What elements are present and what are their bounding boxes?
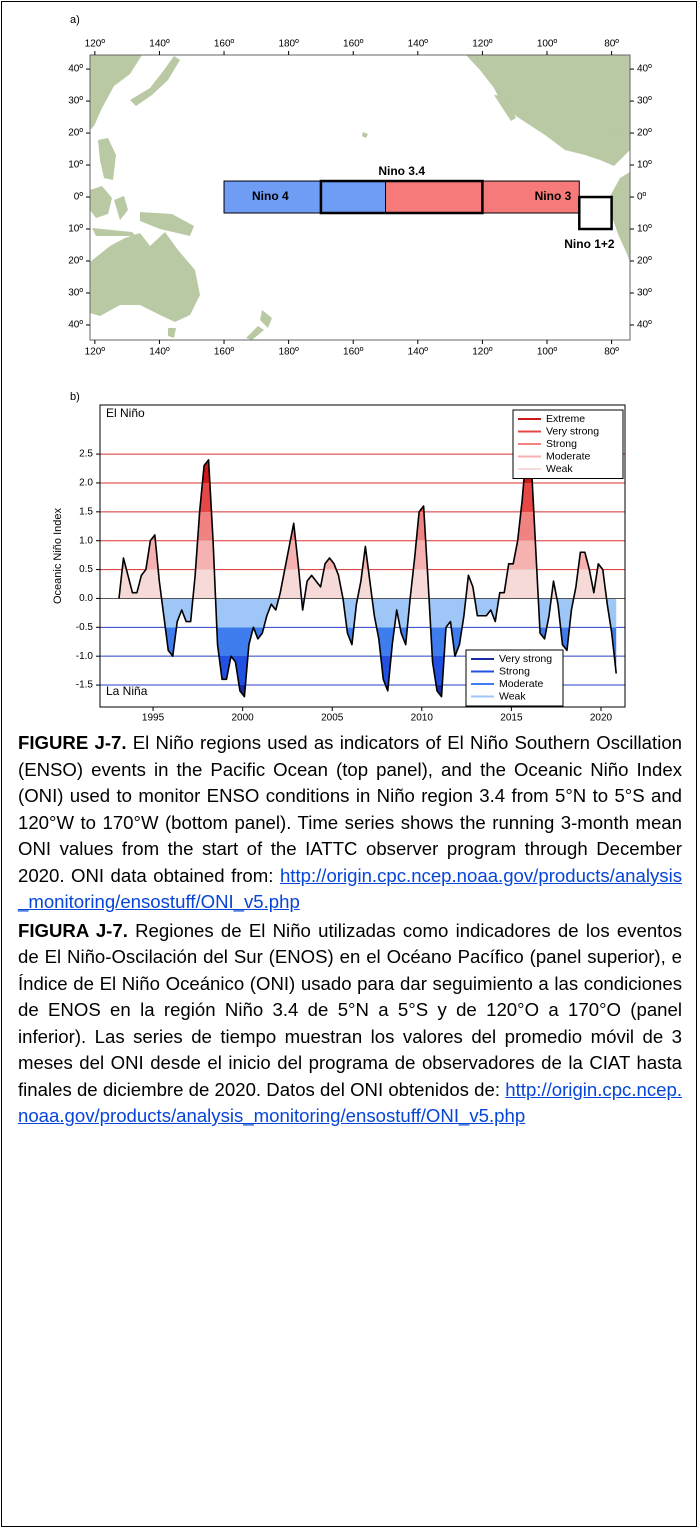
x-tick-label: 140º — [149, 347, 170, 358]
x-tick-label: 120º — [85, 347, 106, 358]
x-tick-label: 180º — [278, 39, 299, 50]
y-tick-label: 0.0 — [79, 593, 93, 604]
legend-label: Strong — [499, 665, 530, 677]
caption: FIGURE J-7. El Niño regions used as indi… — [18, 730, 682, 1132]
region-label: Nino 1+2 — [564, 237, 615, 251]
x-tick-label: 160º — [343, 39, 364, 50]
x-tick-label: 160º — [343, 347, 364, 358]
x-tick-label: 120º — [472, 347, 493, 358]
y-tick-label: 30º — [68, 288, 83, 299]
x-tick-label: 120º — [85, 39, 106, 50]
land — [90, 55, 630, 340]
oni-line — [118, 447, 618, 698]
caption-text: Regiones de El Niño utilizadas como indi… — [18, 919, 682, 1100]
y-tick-label: 40º — [68, 64, 83, 75]
x-tick-label: 1995 — [142, 713, 165, 724]
caption-text: El Niño regions used as indicators of El… — [18, 732, 683, 886]
y-tick-label: -1.5 — [76, 680, 94, 691]
x-tick-label: 140º — [408, 347, 429, 358]
x-tick-label: 140º — [408, 39, 429, 50]
y-tick-label: 10º — [637, 160, 652, 171]
legend-label: Moderate — [546, 450, 591, 462]
x-tick-label: 2000 — [232, 713, 255, 724]
legend-label: Weak — [499, 690, 526, 702]
caption-en: FIGURE J-7. El Niño regions used as indi… — [18, 730, 682, 916]
oni-area — [118, 448, 617, 697]
legend-label: Moderate — [499, 678, 544, 690]
x-tick-label: 160º — [214, 39, 235, 50]
x-tick-label: 180º — [278, 347, 299, 358]
y-tick-label: 20º — [637, 128, 652, 139]
x-tick-label: 160º — [214, 347, 235, 358]
annotation: La Niña — [106, 684, 148, 698]
y-tick-label: 40º — [637, 64, 652, 75]
x-tick-label: 140º — [149, 39, 170, 50]
y-tick-label: 30º — [637, 288, 652, 299]
y-tick-label: 40º — [68, 320, 83, 331]
y-tick-label: 1.5 — [79, 506, 93, 517]
y-tick-label: 30º — [68, 96, 83, 107]
y-tick-label: 10º — [68, 160, 83, 171]
figure: a) b) El Niño La Niña Oceanic Niño Index… — [52, 14, 652, 724]
x-tick-label: 2005 — [321, 713, 344, 724]
y-tick-label: 2.0 — [79, 478, 93, 489]
x-tick-label: 100º — [537, 347, 558, 358]
legend-label: Weak — [546, 463, 573, 475]
nino-region — [223, 180, 387, 214]
x-tick-label: 120º — [472, 39, 493, 50]
y-tick-label: 0º — [637, 192, 647, 203]
y-axis-label: Oceanic Niño Index — [52, 508, 64, 604]
region-label: Nino 4 — [252, 189, 289, 203]
legend-label: Very strong — [546, 425, 599, 437]
x-tick-label: 2015 — [500, 713, 523, 724]
panel-label: b) — [70, 391, 80, 403]
x-tick-label: 80º — [604, 39, 619, 50]
region-label: Nino 3.4 — [378, 164, 425, 178]
annotation: El Niño — [106, 406, 145, 420]
caption-link[interactable]: http://origin.cpc.ncep.noaa.gov/products… — [18, 1078, 683, 1127]
legend-label: Strong — [546, 438, 577, 450]
y-tick-label: -1.0 — [76, 651, 94, 662]
y-tick-label: 20º — [637, 256, 652, 267]
nino-region — [319, 179, 484, 215]
caption-label: FIGURA J-7. — [18, 919, 128, 941]
x-tick-label: 80º — [604, 347, 619, 358]
y-tick-label: 0º — [74, 192, 84, 203]
y-tick-label: 30º — [637, 96, 652, 107]
y-tick-label: 1.0 — [79, 535, 93, 546]
y-tick-label: 10º — [68, 224, 83, 235]
y-tick-label: 20º — [68, 256, 83, 267]
nino-region — [578, 195, 613, 231]
y-tick-label: 20º — [68, 128, 83, 139]
panel-label: a) — [70, 14, 80, 26]
x-tick-label: 2010 — [411, 713, 434, 724]
x-tick-label: 100º — [537, 39, 558, 50]
x-tick-label: 2020 — [590, 713, 613, 724]
caption-label: FIGURE J-7. — [18, 732, 127, 753]
legend-label: Extreme — [546, 413, 585, 425]
region-label: Nino 3 — [535, 189, 572, 203]
y-tick-label: 10º — [637, 224, 652, 235]
caption-es: FIGURA J-7. Regiones de El Niño utilizad… — [18, 918, 682, 1130]
legend-label: Very strong — [499, 653, 552, 665]
plot-frame — [99, 404, 626, 708]
y-tick-label: 0.5 — [79, 564, 93, 575]
y-tick-label: 40º — [637, 320, 652, 331]
y-tick-label: -0.5 — [76, 622, 94, 633]
caption-link[interactable]: http://origin.cpc.ncep.noaa.gov/products… — [18, 864, 683, 913]
y-tick-label: 2.5 — [79, 449, 93, 460]
